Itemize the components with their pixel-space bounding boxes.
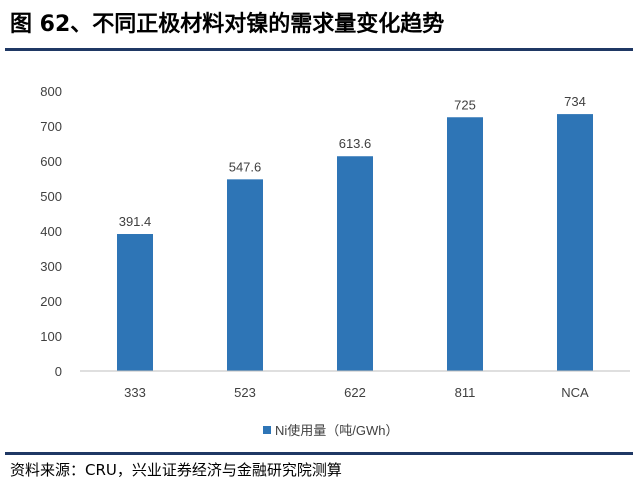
x-axis: 333 523 622 811 NCA [80,370,630,400]
bar [447,117,483,371]
y-tick-label: 100 [40,329,62,344]
data-label: 725 [454,97,476,112]
legend-swatch [263,426,271,434]
y-tick-label: 700 [40,119,62,134]
bar [337,156,373,371]
data-labels: 391.4 547.6 613.6 725 734 [119,94,586,229]
data-label: 613.6 [339,136,372,151]
bars [117,114,593,371]
x-tick-label: 333 [124,385,146,400]
data-label: 391.4 [119,214,152,229]
y-tick-label: 0 [55,364,62,379]
y-tick-label: 500 [40,189,62,204]
y-tick-label: 600 [40,154,62,169]
bar [227,179,263,371]
data-label: 547.6 [229,159,262,174]
bar-chart: 0 100 200 300 400 500 600 700 800 391.4 547.6 613.… [40,84,630,438]
y-tick-label: 800 [40,84,62,99]
source-note: 资料来源：CRU，兴业证券经济与金融研究院测算 [10,461,342,479]
legend-label: Ni使用量（吨/GWh） [275,423,399,438]
bar [117,234,153,371]
y-tick-label: 200 [40,294,62,309]
figure-title: 图 62、不同正极材料对镍的需求量变化趋势 [10,12,445,37]
y-tick-label: 300 [40,259,62,274]
y-tick-label: 400 [40,224,62,239]
bottom-rule [5,452,633,455]
x-tick-label: NCA [561,385,589,400]
bar [557,114,593,371]
top-rule [5,48,633,51]
legend: Ni使用量（吨/GWh） [263,423,399,438]
x-tick-label: 523 [234,385,256,400]
x-tick-label: 811 [455,385,476,400]
x-tick-label: 622 [344,385,366,400]
data-label: 734 [564,94,586,109]
y-axis: 0 100 200 300 400 500 600 700 800 [40,84,62,379]
